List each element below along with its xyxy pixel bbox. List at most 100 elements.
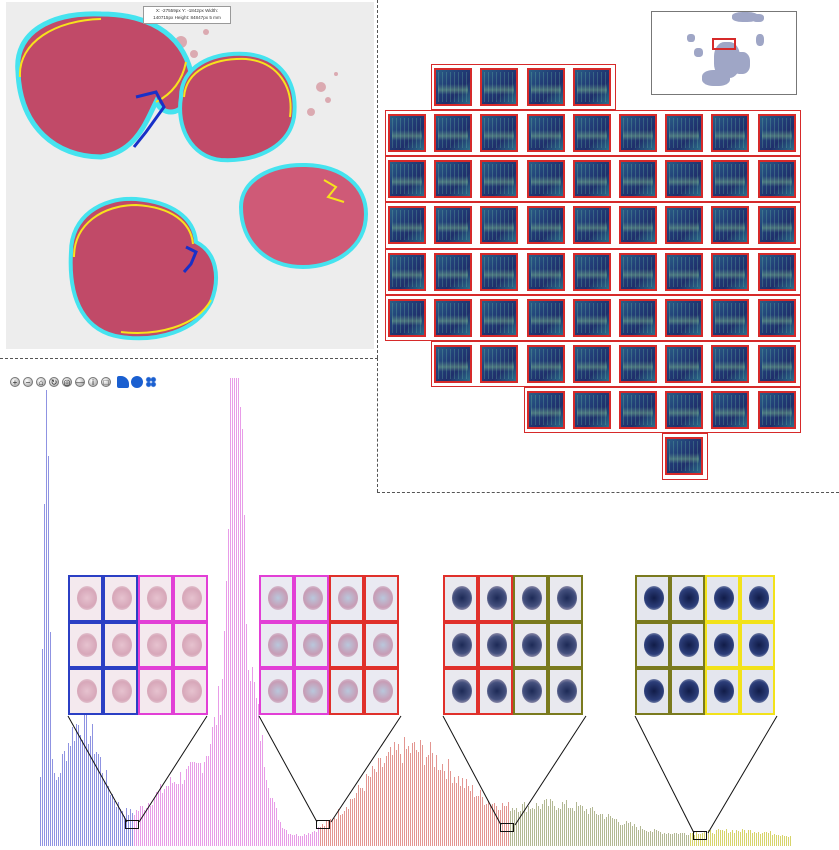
zoom-region-2[interactable] — [316, 820, 330, 829]
spectrogram-tile[interactable] — [711, 298, 750, 337]
cell-thumbnail[interactable] — [478, 621, 513, 669]
cell-thumbnail[interactable] — [635, 668, 670, 715]
spectrogram-tile[interactable] — [665, 160, 704, 199]
cell-thumbnail[interactable] — [173, 621, 208, 669]
cell-thumbnail[interactable] — [635, 575, 670, 622]
spectrogram-tile[interactable] — [388, 160, 426, 199]
spectrogram-tile[interactable] — [619, 114, 657, 152]
cell-thumbnail[interactable] — [548, 668, 583, 715]
zoom-out-icon[interactable]: − — [23, 377, 33, 387]
cell-thumbnail[interactable] — [705, 575, 740, 622]
cell-thumbnail[interactable] — [670, 575, 705, 622]
cell-thumbnail[interactable] — [173, 668, 208, 715]
spectrogram-tile[interactable] — [665, 206, 704, 245]
spectrogram-tile[interactable] — [619, 160, 657, 199]
spectrogram-tile[interactable] — [388, 206, 426, 245]
spectrogram-tile[interactable] — [572, 345, 611, 383]
cell-thumbnail[interactable] — [670, 668, 705, 715]
spectrogram-tile[interactable] — [757, 114, 796, 152]
spectrogram-tile[interactable] — [665, 391, 704, 430]
cell-thumbnail[interactable] — [705, 668, 740, 715]
spectrogram-tile[interactable] — [757, 391, 796, 430]
zoom-region-4[interactable] — [693, 831, 707, 840]
cell-thumbnail[interactable] — [740, 575, 775, 622]
spectrogram-tile[interactable] — [757, 160, 796, 199]
spectrogram-tile[interactable] — [434, 67, 473, 106]
minimap[interactable] — [651, 11, 797, 95]
spectrogram-tile[interactable] — [711, 252, 750, 291]
cell-thumbnail[interactable] — [329, 575, 364, 622]
spectrogram-tile[interactable] — [480, 298, 519, 337]
spectrogram-tile[interactable] — [480, 114, 519, 152]
annotation-shape-2-icon[interactable] — [131, 376, 143, 388]
cell-thumbnail[interactable] — [740, 668, 775, 715]
spectrogram-tile[interactable] — [619, 391, 657, 430]
spectrogram-tile[interactable] — [434, 298, 473, 337]
spectrogram-tile[interactable] — [572, 160, 611, 199]
cell-thumbnail[interactable] — [294, 575, 329, 622]
zoom-region-3[interactable] — [500, 823, 514, 832]
spectrogram-tile[interactable] — [665, 345, 704, 383]
zoom-in-icon[interactable]: + — [10, 377, 20, 387]
spectrogram-tile[interactable] — [665, 114, 704, 152]
fit-icon[interactable]: ◎ — [62, 377, 72, 387]
spectrogram-tile[interactable] — [665, 437, 704, 476]
cell-thumbnail[interactable] — [443, 575, 478, 622]
spectrogram-tile[interactable] — [665, 252, 704, 291]
spectrogram-tile[interactable] — [526, 298, 565, 337]
cell-thumbnail[interactable] — [478, 668, 513, 715]
spectrogram-tile[interactable] — [619, 345, 657, 383]
spectrogram-tile[interactable] — [711, 391, 750, 430]
spectrogram-tile[interactable] — [711, 114, 750, 152]
spectrogram-tile[interactable] — [665, 298, 704, 337]
cell-thumbnail[interactable] — [513, 668, 548, 715]
annotation-shape-1-icon[interactable] — [117, 376, 129, 388]
spectrogram-tile[interactable] — [572, 67, 611, 106]
cell-thumbnail[interactable] — [138, 668, 173, 715]
cell-thumbnail[interactable] — [443, 668, 478, 715]
spectrogram-tile[interactable] — [572, 298, 611, 337]
cell-thumbnail[interactable] — [443, 621, 478, 669]
home-icon[interactable]: ⌂ — [36, 377, 46, 387]
spectrogram-tile[interactable] — [526, 160, 565, 199]
spectrogram-tile[interactable] — [526, 114, 565, 152]
cell-thumbnail[interactable] — [548, 575, 583, 622]
cell-thumbnail[interactable] — [635, 621, 670, 669]
cell-thumbnail[interactable] — [138, 575, 173, 622]
minimap-viewport-indicator[interactable] — [712, 38, 736, 50]
spectrogram-tile[interactable] — [434, 345, 473, 383]
spectrogram-tile[interactable] — [572, 206, 611, 245]
spectrogram-tile[interactable] — [480, 252, 519, 291]
annotation-shape-3-icon[interactable] — [145, 376, 157, 388]
cell-thumbnail[interactable] — [259, 575, 294, 622]
spectrogram-tile[interactable] — [526, 345, 565, 383]
cell-thumbnail[interactable] — [705, 621, 740, 669]
spectrogram-tile[interactable] — [526, 67, 565, 106]
spectrogram-tile[interactable] — [526, 391, 565, 430]
cell-thumbnail[interactable] — [103, 668, 138, 715]
spectrogram-tile[interactable] — [711, 160, 750, 199]
spectrogram-tile[interactable] — [388, 252, 426, 291]
spectrogram-tile[interactable] — [526, 206, 565, 245]
cell-thumbnail[interactable] — [294, 668, 329, 715]
spectrogram-tile[interactable] — [572, 391, 611, 430]
spectrogram-tile[interactable] — [434, 114, 473, 152]
spectrogram-tile[interactable] — [388, 298, 426, 337]
spectrogram-tile[interactable] — [619, 252, 657, 291]
cell-thumbnail[interactable] — [138, 621, 173, 669]
cell-thumbnail[interactable] — [103, 621, 138, 669]
cell-thumbnail[interactable] — [259, 668, 294, 715]
spectrogram-tile[interactable] — [388, 114, 426, 152]
spectrogram-tile[interactable] — [619, 206, 657, 245]
slide-viewer[interactable]: X: -27559px Y: -1842px Width: 140715px H… — [6, 2, 374, 349]
info-icon[interactable]: i — [88, 377, 98, 387]
spectrogram-tile[interactable] — [619, 298, 657, 337]
cell-thumbnail[interactable] — [259, 621, 294, 669]
cell-thumbnail[interactable] — [364, 668, 399, 715]
cell-thumbnail[interactable] — [68, 575, 103, 622]
minus-icon[interactable]: — — [75, 377, 85, 387]
cell-thumbnail[interactable] — [294, 621, 329, 669]
spectrogram-tile[interactable] — [757, 252, 796, 291]
cell-thumbnail[interactable] — [68, 668, 103, 715]
spectrogram-tile[interactable] — [434, 252, 473, 291]
